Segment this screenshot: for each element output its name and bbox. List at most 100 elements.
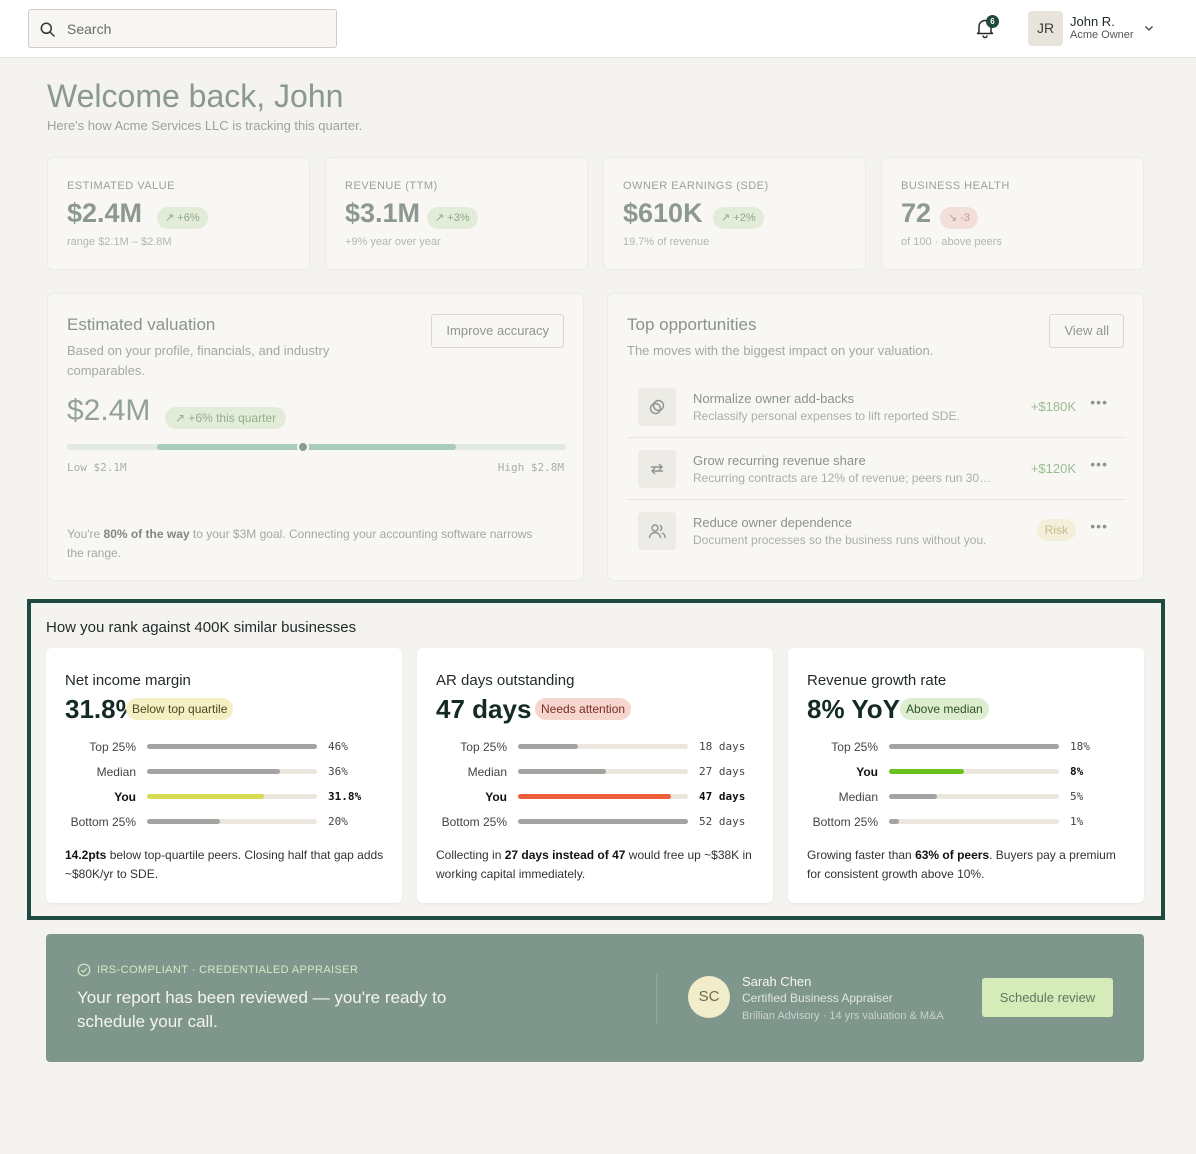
avatar[interactable]: JR	[1028, 11, 1063, 46]
benchmark-row-label: Top 25%	[460, 740, 507, 754]
status-badge: Below top quartile	[126, 698, 234, 720]
benchmark-row-value: 18 days	[699, 740, 746, 753]
benchmark-row-label: You	[114, 790, 136, 804]
insight-bold: 14.2pts	[65, 848, 107, 862]
benchmark-row: Median 27 days	[417, 764, 773, 780]
user-name[interactable]: John R.	[1070, 14, 1115, 29]
benchmark-bar-track	[147, 819, 317, 824]
insight-text: would free up ~$38K in working capital i…	[436, 848, 752, 881]
insight-text: Collecting in	[436, 848, 505, 862]
chevron-down-icon[interactable]	[1143, 22, 1155, 34]
search-input[interactable]	[67, 18, 327, 40]
benchmark-bar-track	[889, 794, 1059, 799]
opportunity-item[interactable]: Grow recurring revenue share Recurring c…	[627, 438, 1126, 500]
benchmark-row-you: You 47 days	[417, 789, 773, 805]
kpi-delta-badge: ↗ +3%	[427, 207, 478, 229]
benchmark-card-title: AR days outstanding	[436, 672, 575, 689]
goal-text-pre: You're	[67, 527, 104, 541]
benchmark-row-label: Bottom 25%	[812, 815, 878, 829]
benchmark-row-value: 47 days	[699, 790, 746, 803]
more-options-icon[interactable]: •••	[1090, 456, 1108, 472]
opportunities-card: Top opportunities The moves with the big…	[607, 293, 1144, 581]
benchmark-bar-track	[518, 744, 688, 749]
kpi-label: BUSINESS HEALTH	[901, 180, 1010, 192]
goal-text-bold: 80% of the way	[103, 527, 190, 541]
benchmark-row: Median 36%	[46, 764, 402, 780]
search-icon	[40, 22, 55, 37]
notification-count-badge: 6	[986, 15, 999, 28]
opportunity-item[interactable]: Reduce owner dependence Document process…	[627, 500, 1126, 562]
appraiser-banner: IRS-COMPLIANT · CREDENTIALED APPRAISER Y…	[46, 934, 1144, 1062]
opportunity-desc: Recurring contracts are 12% of revenue; …	[693, 471, 992, 485]
benchmark-bar-fill	[889, 744, 1059, 749]
benchmark-row-label: Bottom 25%	[70, 815, 136, 829]
repeat-icon	[651, 463, 663, 475]
top-bar: 6 JR John R. Acme Owner	[0, 0, 1196, 58]
kpi-note: of 100 · above peers	[901, 236, 1002, 248]
benchmark-bar-track	[889, 819, 1059, 824]
benchmark-bar-fill	[518, 794, 671, 799]
appraiser-headline: Your report has been reviewed — you're r…	[77, 988, 447, 1031]
status-badge: Above median	[900, 698, 989, 720]
kpi-delta-badge: ↗ +2%	[713, 207, 764, 229]
benchmark-card-revenue-growth: Revenue growth rate 8% YoY Above median …	[788, 648, 1144, 903]
benchmark-bar-fill	[147, 744, 317, 749]
kpi-card-revenue: REVENUE (TTM) $3.1M ↗ +3% +9% year over …	[325, 157, 588, 270]
search-box[interactable]	[28, 9, 337, 48]
insight-text: below top-quartile peers. Closing half t…	[65, 848, 384, 881]
benchmark-title: How you rank against 400K similar busine…	[46, 619, 357, 636]
valuation-subtitle: Based on your profile, financials, and i…	[67, 343, 330, 378]
check-circle-icon	[77, 963, 91, 977]
benchmark-bar-fill	[147, 819, 221, 824]
more-options-icon[interactable]: •••	[1090, 394, 1108, 410]
kpi-note: +9% year over year	[345, 236, 441, 248]
opportunities-subtitle: The moves with the biggest impact on you…	[627, 343, 934, 358]
risk-badge: Risk	[1036, 519, 1076, 541]
benchmark-bar-track	[889, 769, 1059, 774]
opportunity-desc: Reclassify personal expenses to lift rep…	[693, 409, 960, 423]
benchmark-row-label: Median	[96, 765, 136, 779]
appraiser-eyebrow-text: IRS-COMPLIANT · CREDENTIALED APPRAISER	[97, 964, 359, 976]
benchmark-insight: Growing faster than 63% of peers. Buyers…	[807, 846, 1133, 884]
benchmark-row-label: Median	[467, 765, 507, 779]
page-title: Welcome back, John	[47, 78, 344, 114]
insight-text: Growing faster than	[807, 848, 916, 862]
insight-bold: 27 days instead of 47	[504, 848, 626, 862]
benchmark-row-label: You	[856, 765, 878, 779]
benchmark-row-label: Bottom 25%	[441, 815, 507, 829]
view-all-button[interactable]: View all	[1049, 314, 1124, 348]
benchmark-row-value: 52 days	[699, 815, 746, 828]
kpi-card-owner-earnings: OWNER EARNINGS (SDE) $610K ↗ +2% 19.7% o…	[603, 157, 866, 270]
benchmark-bar-fill	[889, 794, 937, 799]
improve-accuracy-button[interactable]: Improve accuracy	[431, 314, 564, 348]
goal-text-post: to your $3M goal. Connecting your accoun…	[67, 527, 533, 560]
kpi-label: OWNER EARNINGS (SDE)	[623, 180, 769, 192]
insight-bold: 63% of peers	[915, 848, 990, 862]
more-options-icon[interactable]: •••	[1090, 518, 1108, 534]
benchmark-row-you: You 31.8%	[46, 789, 402, 805]
benchmark-section: How you rank against 400K similar busine…	[27, 599, 1165, 920]
benchmark-row: Top 25% 18%	[788, 739, 1144, 755]
avatar: SC	[688, 976, 730, 1018]
user-role: Acme Owner	[1070, 29, 1134, 41]
benchmark-row: Median 5%	[788, 789, 1144, 805]
page-subtitle: Here's how Acme Services LLC is tracking…	[47, 118, 363, 133]
valuation-card: Estimated valuation Based on your profil…	[47, 293, 584, 581]
benchmark-bar-fill	[889, 819, 900, 824]
kpi-value: $610K	[623, 198, 703, 228]
benchmark-bar-fill	[518, 769, 607, 774]
benchmark-row: Bottom 25% 52 days	[417, 814, 773, 830]
notifications-button[interactable]: 6	[974, 15, 999, 41]
benchmark-bar-track	[147, 744, 317, 749]
benchmark-row-label: Median	[838, 790, 878, 804]
kpi-label: REVENUE (TTM)	[345, 180, 438, 192]
benchmark-row: Bottom 25% 1%	[788, 814, 1144, 830]
benchmark-bar-track	[889, 744, 1059, 749]
schedule-review-button[interactable]: Schedule review	[982, 978, 1113, 1017]
opportunity-item[interactable]: Normalize owner add-backs Reclassify per…	[627, 376, 1126, 438]
range-low-label: Low $2.1M	[67, 461, 127, 474]
range-high-label: High $2.8M	[497, 461, 564, 474]
benchmark-insight: Collecting in 27 days instead of 47 woul…	[436, 846, 762, 884]
benchmark-row-value: 27 days	[699, 765, 746, 778]
benchmark-bar-fill	[889, 769, 964, 774]
